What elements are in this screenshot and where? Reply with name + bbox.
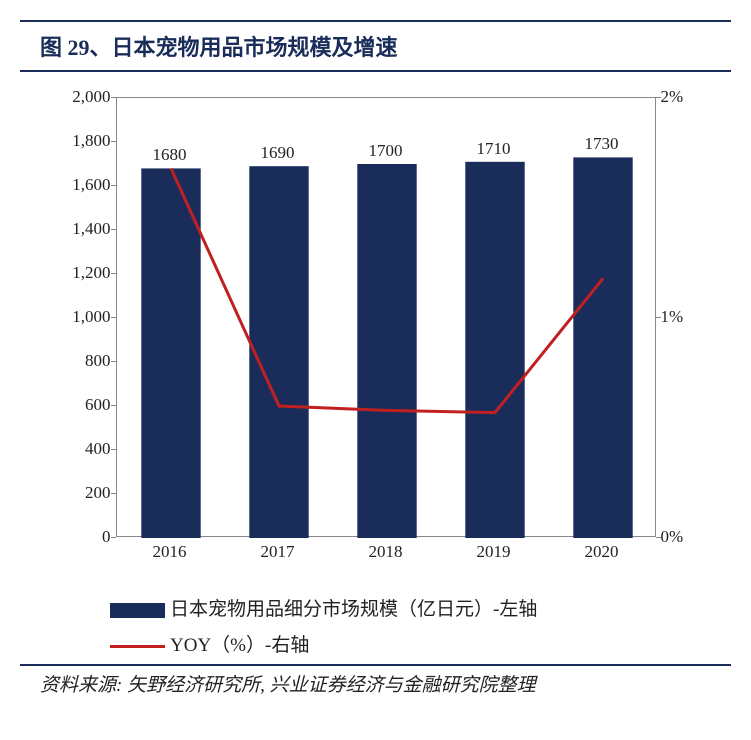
bar bbox=[357, 164, 416, 538]
bar bbox=[249, 166, 308, 538]
plot-area bbox=[116, 97, 656, 537]
xtick: 2017 bbox=[261, 542, 295, 562]
legend-bar-swatch bbox=[110, 603, 165, 618]
ytick-mark bbox=[111, 141, 116, 142]
xtick: 2019 bbox=[477, 542, 511, 562]
ytick-mark bbox=[111, 273, 116, 274]
ytick-left: 1,000 bbox=[51, 307, 111, 327]
legend: 日本宠物用品细分市场规模（亿日元）-左轴 YOY（%）-右轴 bbox=[20, 592, 731, 664]
xtick: 2018 bbox=[369, 542, 403, 562]
plot-svg bbox=[117, 98, 657, 538]
bar-value-label: 1690 bbox=[261, 143, 295, 163]
ytick-left: 0 bbox=[51, 527, 111, 547]
ytick-left: 600 bbox=[51, 395, 111, 415]
ytick-mark bbox=[656, 97, 661, 98]
ytick-mark bbox=[111, 361, 116, 362]
ytick-mark bbox=[111, 493, 116, 494]
ytick-mark bbox=[111, 449, 116, 450]
ytick-mark bbox=[111, 97, 116, 98]
ytick-mark bbox=[656, 537, 661, 538]
chart-title: 图 29、日本宠物用品市场规模及增速 bbox=[20, 30, 731, 62]
legend-line-label: YOY（%）-右轴 bbox=[170, 628, 309, 664]
ytick-left: 800 bbox=[51, 351, 111, 371]
ytick-mark bbox=[656, 317, 661, 318]
bar bbox=[573, 157, 632, 538]
ytick-left: 2,000 bbox=[51, 87, 111, 107]
bar-value-label: 1710 bbox=[477, 139, 511, 159]
bar bbox=[465, 162, 524, 538]
title-bar: 图 29、日本宠物用品市场规模及增速 bbox=[20, 20, 731, 72]
legend-line-row: YOY（%）-右轴 bbox=[110, 628, 731, 664]
ytick-mark bbox=[111, 537, 116, 538]
legend-bar-label: 日本宠物用品细分市场规模（亿日元）-左轴 bbox=[170, 592, 537, 628]
ytick-mark bbox=[111, 405, 116, 406]
legend-line-swatch bbox=[110, 645, 165, 648]
ytick-mark bbox=[111, 229, 116, 230]
ytick-left: 1,200 bbox=[51, 263, 111, 283]
ytick-right: 2% bbox=[661, 87, 684, 107]
ytick-right: 0% bbox=[661, 527, 684, 547]
bar-value-label: 1680 bbox=[153, 145, 187, 165]
source-text: 资料来源: 矢野经济研究所, 兴业证券经济与金融研究院整理 bbox=[20, 664, 731, 701]
ytick-left: 200 bbox=[51, 483, 111, 503]
ytick-right: 1% bbox=[661, 307, 684, 327]
ytick-mark bbox=[111, 317, 116, 318]
ytick-left: 1,400 bbox=[51, 219, 111, 239]
ytick-left: 1,600 bbox=[51, 175, 111, 195]
bar-value-label: 1730 bbox=[585, 134, 619, 154]
ytick-mark bbox=[111, 185, 116, 186]
ytick-left: 400 bbox=[51, 439, 111, 459]
chart-container: 1680 1690 1700 1710 1730 0 200 400 600 800 1,000 1,… bbox=[46, 87, 706, 577]
xtick: 2016 bbox=[153, 542, 187, 562]
bar bbox=[141, 168, 200, 538]
xtick: 2020 bbox=[585, 542, 619, 562]
ytick-left: 1,800 bbox=[51, 131, 111, 151]
bar-value-label: 1700 bbox=[369, 141, 403, 161]
legend-bar-row: 日本宠物用品细分市场规模（亿日元）-左轴 bbox=[110, 592, 731, 628]
